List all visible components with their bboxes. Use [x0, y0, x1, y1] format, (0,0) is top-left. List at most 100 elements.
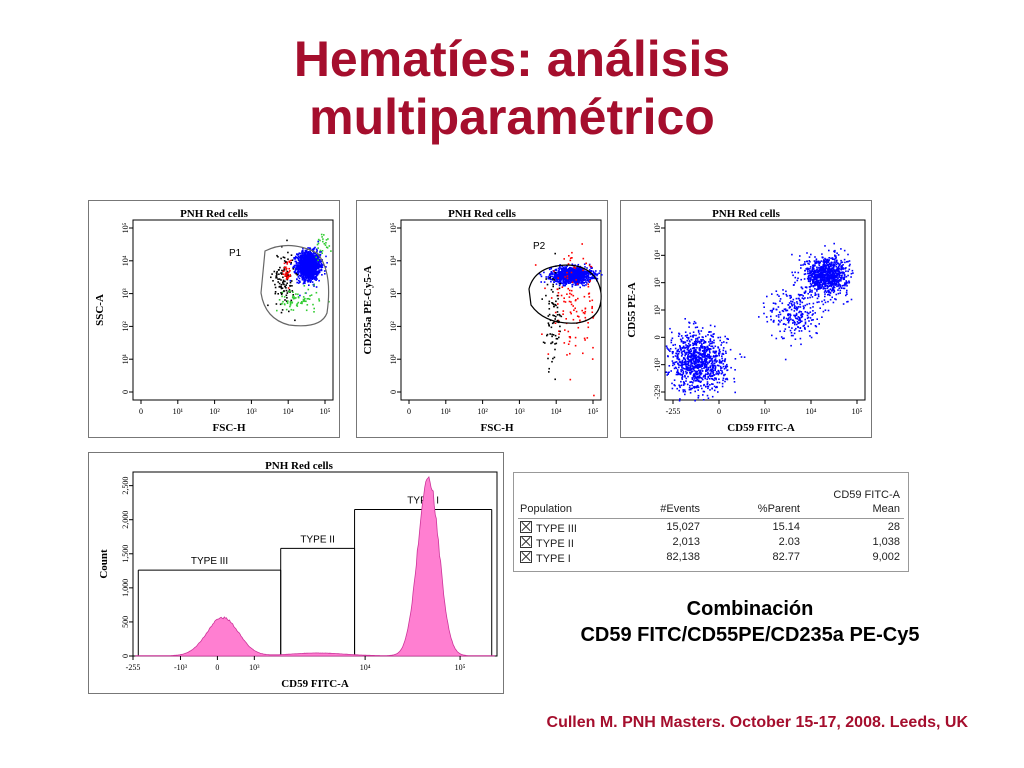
data-point [726, 369, 729, 371]
data-point [821, 283, 824, 285]
data-point [694, 359, 697, 361]
data-point [681, 374, 683, 376]
data-point [676, 357, 678, 359]
data-point [577, 269, 579, 271]
data-point [820, 279, 822, 282]
data-point [820, 275, 823, 277]
data-point [581, 243, 583, 245]
data-point [706, 381, 709, 383]
data-point [811, 267, 814, 270]
data-point [309, 275, 311, 278]
data-point [830, 269, 832, 272]
data-point [719, 362, 721, 364]
data-point [288, 267, 290, 270]
data-point [819, 267, 821, 270]
data-point [575, 270, 578, 273]
data-point [290, 308, 293, 311]
data-point [292, 267, 294, 269]
data-point [325, 239, 328, 241]
data-point [280, 272, 282, 274]
data-point [707, 334, 709, 336]
data-point [299, 294, 301, 297]
data-point [313, 263, 316, 266]
data-point [828, 291, 830, 293]
data-point [569, 271, 572, 274]
data-point [301, 259, 304, 261]
data-point [586, 337, 589, 339]
data-point [582, 311, 585, 314]
data-point [844, 283, 846, 285]
data-point [835, 272, 838, 275]
data-point [698, 377, 700, 379]
data-point [684, 376, 686, 378]
data-point [319, 254, 321, 256]
data-point [705, 355, 707, 358]
data-point [574, 299, 577, 302]
data-point [835, 260, 837, 263]
data-point [826, 264, 828, 266]
data-point [305, 277, 308, 280]
y-tick-label: 10⁴ [653, 250, 662, 261]
data-point [712, 360, 714, 362]
data-point [821, 279, 824, 281]
data-point [692, 355, 695, 358]
data-point [704, 373, 707, 375]
data-point [697, 364, 700, 367]
data-point [317, 261, 320, 264]
data-point [684, 351, 686, 354]
data-point [326, 247, 329, 249]
data-point [837, 272, 839, 274]
data-point [710, 363, 713, 365]
data-point [826, 282, 828, 285]
data-point [587, 271, 590, 273]
data-point [689, 355, 691, 357]
data-point [705, 359, 708, 362]
data-point [692, 342, 694, 345]
data-point [312, 253, 314, 255]
data-point [575, 284, 578, 286]
data-point [305, 262, 308, 264]
data-point [846, 289, 848, 292]
data-point [314, 270, 317, 273]
data-point [554, 273, 557, 275]
data-point [591, 305, 593, 308]
data-point [804, 261, 806, 263]
data-point [295, 262, 298, 265]
data-point [689, 369, 691, 372]
data-point [559, 275, 561, 278]
data-point [281, 295, 283, 298]
data-point [831, 272, 834, 275]
data-point [324, 244, 327, 246]
data-point [810, 294, 812, 296]
data-point [554, 252, 556, 255]
data-point [558, 287, 561, 290]
data-point [285, 289, 288, 292]
data-point [570, 270, 573, 272]
data-point [812, 280, 814, 283]
data-point [580, 279, 583, 282]
data-point [710, 370, 713, 373]
data-point [713, 379, 715, 381]
data-point [832, 291, 835, 294]
data-point [838, 280, 840, 283]
data-point [734, 391, 736, 394]
data-point [688, 355, 690, 358]
data-point [691, 377, 693, 379]
data-point [834, 262, 837, 264]
data-point [695, 356, 698, 358]
data-point [692, 353, 695, 356]
data-point [847, 300, 849, 303]
data-point [593, 276, 595, 279]
data-point [555, 283, 558, 285]
data-point [314, 261, 317, 264]
data-point [706, 394, 709, 397]
data-point [834, 298, 836, 300]
data-point [278, 299, 281, 301]
data-point [671, 387, 674, 390]
data-point [701, 361, 704, 364]
data-point [826, 275, 829, 277]
data-point [804, 286, 807, 288]
data-point [306, 255, 309, 258]
data-point [850, 276, 852, 278]
data-point [809, 270, 811, 273]
